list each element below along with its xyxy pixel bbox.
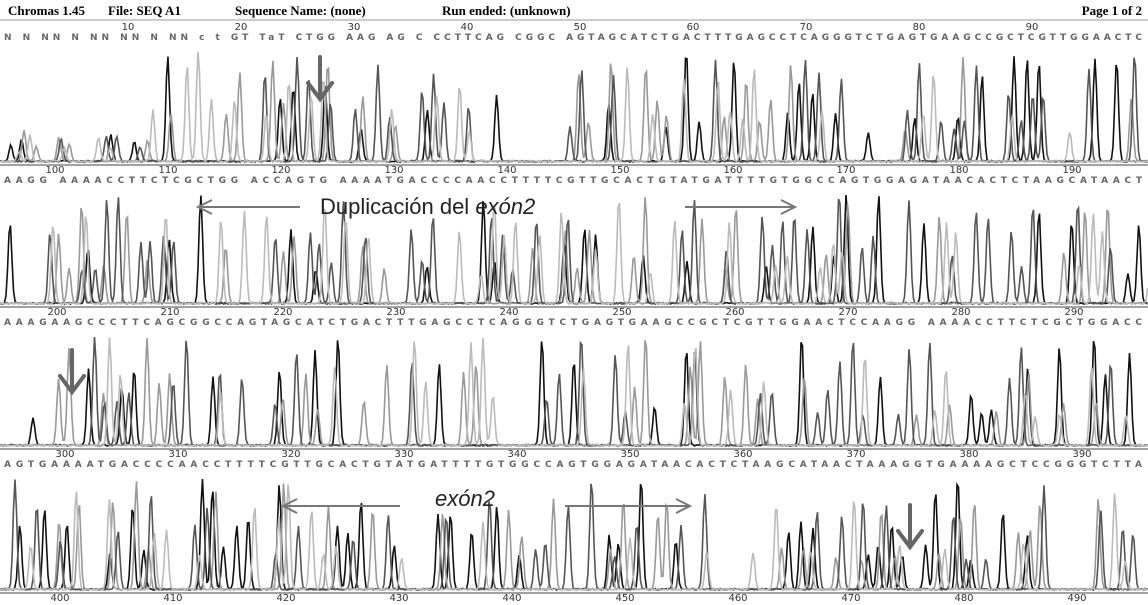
left-arrow bbox=[280, 498, 400, 514]
down-arrow bbox=[58, 348, 86, 396]
position-label: 70 bbox=[800, 22, 813, 33]
right-arrow bbox=[565, 498, 693, 514]
sequence-name: Sequence Name: (none) bbox=[235, 3, 366, 18]
position-label: 260 bbox=[725, 307, 744, 318]
duplication-prefix: Duplicación del bbox=[320, 194, 475, 219]
position-label: 270 bbox=[838, 307, 857, 318]
position-label: 200 bbox=[47, 307, 66, 318]
position-label: 350 bbox=[620, 449, 639, 460]
trace bbox=[0, 51, 1148, 164]
position-label: 20 bbox=[235, 22, 248, 33]
sequence: AAAGAAGCCCTTCAGCGGCCAGTAGCATCTGACTTTGAGC… bbox=[4, 318, 1142, 328]
position-label: 410 bbox=[163, 593, 182, 604]
arrows bbox=[195, 199, 798, 514]
position-label: 60 bbox=[687, 22, 700, 33]
position-label: 440 bbox=[502, 593, 521, 604]
down-arrow bbox=[306, 55, 334, 103]
trace bbox=[0, 479, 1148, 592]
sequence: AAGG AAAACCTTCTCGCTGG ACCAGTG AAAATGACCC… bbox=[4, 176, 1143, 186]
program: Chromas 1.45 bbox=[8, 3, 86, 18]
position-label: 320 bbox=[281, 449, 300, 460]
page-number: Page 1 of 2 bbox=[1082, 3, 1142, 18]
position-label: 50 bbox=[574, 22, 587, 33]
position-label: 340 bbox=[507, 449, 526, 460]
file: File: SEQ A1 bbox=[108, 3, 181, 18]
position-label: 330 bbox=[394, 449, 413, 460]
position-label: 30 bbox=[348, 22, 361, 33]
position-label: 390 bbox=[1072, 449, 1091, 460]
duplication-label: Duplicación del exón2 bbox=[320, 194, 535, 219]
down-arrows bbox=[58, 55, 924, 551]
position-label: 450 bbox=[615, 593, 634, 604]
position-label: 130 bbox=[384, 165, 403, 176]
position-label: 370 bbox=[846, 449, 865, 460]
traces bbox=[0, 51, 1148, 592]
position-label: 170 bbox=[836, 165, 855, 176]
position-label: 290 bbox=[1064, 307, 1083, 318]
position-label: 480 bbox=[954, 593, 973, 604]
position-label: 250 bbox=[612, 307, 631, 318]
position-label: 310 bbox=[168, 449, 187, 460]
position-label: 240 bbox=[499, 307, 518, 318]
position-label: 160 bbox=[723, 165, 742, 176]
right-arrow bbox=[685, 199, 798, 215]
position-label: 470 bbox=[841, 593, 860, 604]
position-label: 460 bbox=[728, 593, 747, 604]
position-label: 180 bbox=[949, 165, 968, 176]
trace bbox=[0, 337, 1148, 448]
position-label: 360 bbox=[733, 449, 752, 460]
position-label: 120 bbox=[271, 165, 290, 176]
left-arrow bbox=[195, 199, 300, 215]
position-label: 380 bbox=[959, 449, 978, 460]
position-label: 190 bbox=[1062, 165, 1081, 176]
position-label: 490 bbox=[1067, 593, 1086, 604]
position-label: 210 bbox=[160, 307, 179, 318]
exon-label: exón2 bbox=[435, 486, 495, 511]
position-label: 10 bbox=[122, 22, 135, 33]
position-label: 280 bbox=[951, 307, 970, 318]
position-label: 40 bbox=[461, 22, 474, 33]
trace bbox=[0, 203, 1148, 306]
run-ended: Run ended: (unknown) bbox=[442, 3, 571, 18]
position-label: 140 bbox=[497, 165, 516, 176]
position-label: 420 bbox=[276, 593, 295, 604]
trace bbox=[0, 484, 1148, 592]
position-label: 100 bbox=[45, 165, 64, 176]
duplication-exon: exón2 bbox=[475, 194, 535, 219]
position-label: 300 bbox=[55, 449, 74, 460]
position-label: 150 bbox=[610, 165, 629, 176]
position-label: 400 bbox=[50, 593, 69, 604]
position-label: 80 bbox=[913, 22, 926, 33]
position-label: 230 bbox=[386, 307, 405, 318]
position-label: 220 bbox=[273, 307, 292, 318]
trace bbox=[0, 56, 1148, 164]
position-label: 430 bbox=[389, 593, 408, 604]
position-label: 90 bbox=[1026, 22, 1039, 33]
sequence: AGTGAAAATGACCCCAACCTTTTCGTTGCACTGTATGATT… bbox=[4, 460, 1142, 470]
down-arrow bbox=[896, 503, 924, 551]
position-label: 110 bbox=[158, 165, 177, 176]
